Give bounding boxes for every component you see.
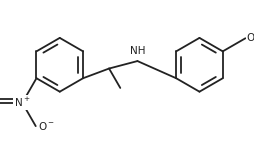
Text: NH: NH	[130, 46, 145, 56]
Text: O$^-$: O$^-$	[38, 120, 55, 132]
Text: N$^+$: N$^+$	[14, 96, 30, 109]
Text: O: O	[246, 33, 254, 43]
